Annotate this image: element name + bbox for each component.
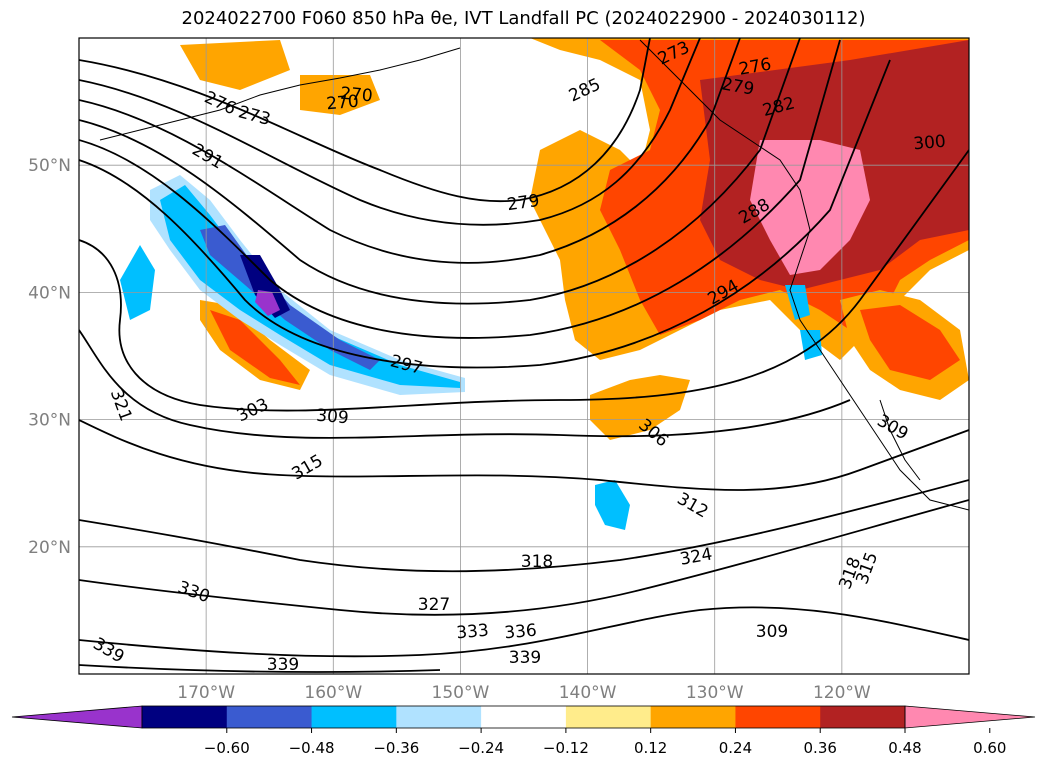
contour-label: 321	[106, 387, 136, 424]
lon-tick-label: 170°W	[177, 683, 235, 703]
colorbar-tick-label: −0.48	[289, 739, 335, 757]
colorbar-tick-label: 0.12	[634, 739, 667, 757]
contour-label: 315	[852, 550, 882, 587]
contour-label: 279	[506, 191, 541, 215]
colorbar-tick-label: 0.24	[719, 739, 752, 757]
warm-region-central-2	[210, 310, 300, 385]
chart-title: 2024022700 F060 850 hPa θe, IVT Landfall…	[181, 8, 866, 29]
contour-label: 318	[521, 552, 553, 572]
colorbar-tick-label: −0.24	[458, 739, 504, 757]
contour-label: 270	[326, 92, 360, 115]
theta-e-contour	[79, 38, 801, 305]
warm-region-max	[750, 140, 870, 275]
coastline-north-america	[639, 39, 969, 511]
contour-label: 315	[288, 451, 326, 485]
theta-e-contour	[79, 664, 441, 673]
coastlines	[99, 39, 969, 511]
cool-region-coast-2	[800, 330, 822, 360]
colorbar-segment	[142, 706, 228, 728]
colorbar-segment	[396, 706, 482, 728]
colorbar-segment	[735, 706, 821, 728]
theta-e-contours	[79, 38, 969, 673]
cool-region-band-4	[240, 255, 290, 318]
contour-label: 273	[236, 102, 273, 130]
colorbar-extend-min	[11, 705, 143, 729]
colorbar-segment	[650, 706, 736, 728]
contour-label: 300	[913, 132, 947, 155]
colorbar-tick-label: 0.48	[888, 739, 921, 757]
ivt-pc-shading	[120, 38, 969, 530]
contour-label: 336	[504, 621, 538, 644]
cool-region-west	[120, 245, 155, 320]
colorbar-frame	[141, 705, 906, 729]
theta-e-contour	[79, 59, 891, 369]
theta-e-contour	[79, 149, 969, 412]
colorbar-segment	[481, 706, 567, 728]
contour-label: 309	[756, 622, 788, 642]
axes: 50°N 40°N 30°N 20°N 170°W 160°W 150°W 140°W 130°…	[28, 156, 871, 703]
colorbar-extend-max	[904, 705, 1036, 729]
contour-label: 285	[566, 75, 604, 107]
colorbar-tick-label: 0.60	[973, 739, 1006, 757]
warm-region-coast-2	[860, 305, 960, 380]
lon-tick-label: 120°W	[813, 683, 871, 703]
warm-region-alaska	[180, 40, 290, 90]
contour-label: 333	[456, 621, 490, 644]
cool-region-sub	[595, 480, 630, 530]
theta-e-contour	[79, 606, 969, 658]
lon-tick-label: 150°W	[432, 683, 490, 703]
warm-region-subtropic	[590, 375, 690, 440]
contour-label: 339	[89, 634, 127, 668]
contour-label: 309	[315, 406, 349, 429]
contour-label: 339	[267, 655, 299, 675]
theta-e-contour	[79, 499, 969, 616]
colorbar: −0.60 −0.48 −0.36 −0.24 −0.12 0.12 0.24 0.36 0.4…	[11, 705, 1036, 757]
colorbar-segment	[226, 706, 313, 728]
colorbar-tick-label: −0.12	[543, 739, 589, 757]
colorbar-tick-label: −0.36	[373, 739, 419, 757]
cool-region-band	[150, 175, 465, 395]
theta-e-contour	[79, 329, 851, 439]
contour-label: 276	[201, 88, 239, 120]
lat-tick-label: 30°N	[28, 411, 71, 431]
contour-label: 270	[339, 84, 373, 107]
contour-label: 303	[234, 395, 272, 427]
lon-tick-label: 140°W	[559, 683, 617, 703]
contour-label: 330	[175, 577, 212, 607]
coastline-baja	[879, 399, 921, 481]
theta-e-contour	[79, 38, 651, 203]
lat-tick-label: 50°N	[28, 156, 71, 176]
lon-tick-label: 130°W	[686, 683, 744, 703]
theta-e-contour	[79, 38, 741, 264]
colorbar-segment	[565, 706, 652, 728]
cool-region-min	[255, 290, 280, 316]
lat-tick-label: 40°N	[28, 283, 71, 303]
contour-label: 327	[418, 595, 450, 615]
colorbar-tick-label: −0.60	[204, 739, 250, 757]
coastline-alaska	[99, 47, 461, 141]
contour-label: 324	[678, 544, 713, 569]
contour-label: 312	[673, 489, 711, 523]
colorbar-segment	[311, 706, 397, 728]
theta-e-contour	[79, 419, 969, 491]
lon-tick-label: 160°W	[304, 683, 362, 703]
map-frame	[78, 37, 970, 675]
colorbar-segment	[820, 706, 906, 728]
theta-e-contour	[79, 479, 969, 573]
theta-e-contour	[79, 38, 701, 226]
contour-label: 339	[509, 648, 541, 668]
colorbar-tick-label: 0.36	[804, 739, 837, 757]
warm-region-alaska-2	[300, 75, 380, 115]
theta-e-contour	[79, 39, 841, 339]
lat-tick-label: 20°N	[28, 538, 71, 558]
